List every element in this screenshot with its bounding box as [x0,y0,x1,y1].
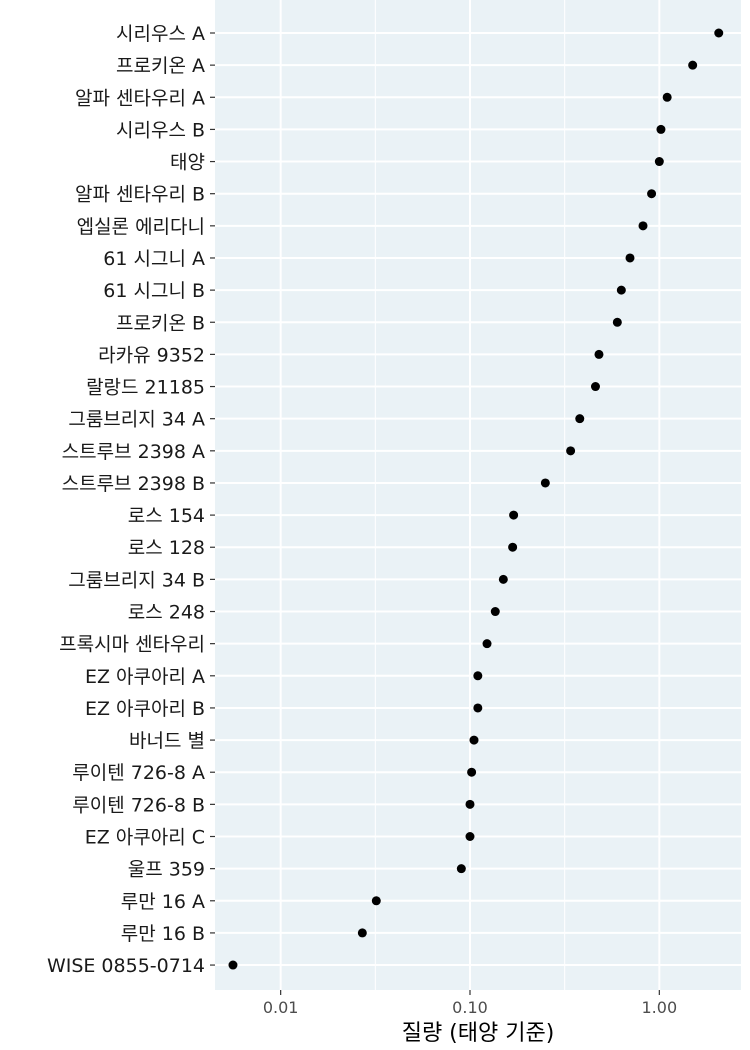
y-tick-label: 바너드 별 [129,730,205,752]
data-point [228,960,238,970]
y-tick-label: 61 시그니 A [103,248,205,270]
x-axis-title: 질량 (태양 기준) [402,1021,555,1046]
y-tick-label: 프로키온 A [116,55,205,77]
x-tick-label: 1.00 [642,998,678,1017]
y-tick-label: 시리우스 B [116,119,205,141]
y-tick-label: 프록시마 센타우리 [59,634,205,656]
data-point [566,446,576,456]
y-tick-label: 태양 [170,152,205,174]
data-point [473,671,483,681]
y-tick-label: 스트루브 2398 B [62,473,205,495]
data-point [654,157,664,167]
data-point [540,478,550,488]
data-point [590,382,600,392]
data-point [473,703,483,713]
y-tick-label: 루이텐 726-8 B [72,794,205,816]
y-tick-label: 스트루브 2398 A [62,441,205,463]
y-tick-label: 그룸브리지 34 A [68,409,205,431]
data-point [656,124,666,134]
data-point [612,317,622,327]
data-points [228,28,724,970]
data-point [465,832,475,841]
data-point [616,285,626,295]
y-tick-label: 61 시그니 B [103,280,205,302]
y-tick-label: 루만 16 B [121,923,205,945]
data-point [482,639,492,649]
y-tick-label: 알파 센타우리 B [75,184,205,206]
y-tick-label: 울프 359 [128,859,205,881]
y-tick-label: 루만 16 A [121,891,205,913]
y-tick-label: 로스 248 [128,602,205,624]
data-point [509,510,519,520]
y-tick-label: EZ 아쿠아리 C [85,827,205,849]
y-tick-label: 엡실론 에리다니 [77,216,205,238]
data-point [498,574,508,584]
x-tick-label: 0.01 [263,998,299,1017]
data-point [575,414,585,424]
y-tick-label: 프로키온 B [116,312,205,334]
y-tick-label: 로스 128 [128,537,205,559]
data-point [371,896,381,906]
y-tick-label: 로스 154 [128,505,205,527]
data-point [465,799,475,809]
data-point [508,542,518,552]
y-tick-label: 랄랑드 21185 [86,377,205,399]
major-gridlines [215,0,741,990]
data-point [714,28,724,38]
y-tick-label: 시리우스 A [116,23,205,45]
y-tick-label: 라카유 9352 [98,344,205,366]
data-point [647,189,657,199]
y-tick-label: WISE 0855-0714 [47,955,205,977]
x-axis: 0.01 0.10 1.00 [263,990,677,1017]
y-tick-label: EZ 아쿠아리 B [85,698,205,720]
data-point [625,253,635,263]
y-tick-label: EZ 아쿠아리 A [85,666,205,688]
data-point [594,349,604,359]
data-point [456,864,466,874]
y-tick-label: 그룸브리지 34 B [68,569,205,591]
y-tick-label: 루이텐 726-8 A [72,762,205,784]
data-point [467,767,477,777]
data-point [357,928,367,938]
data-point [469,735,479,745]
y-tick-label: 알파 센타우리 A [75,87,205,109]
data-point [662,92,672,102]
data-point [490,607,500,617]
data-point [688,60,698,70]
plot-panel [215,0,741,990]
data-point [638,221,648,231]
x-tick-label: 0.10 [452,998,488,1017]
minor-gridlines [374,0,566,990]
